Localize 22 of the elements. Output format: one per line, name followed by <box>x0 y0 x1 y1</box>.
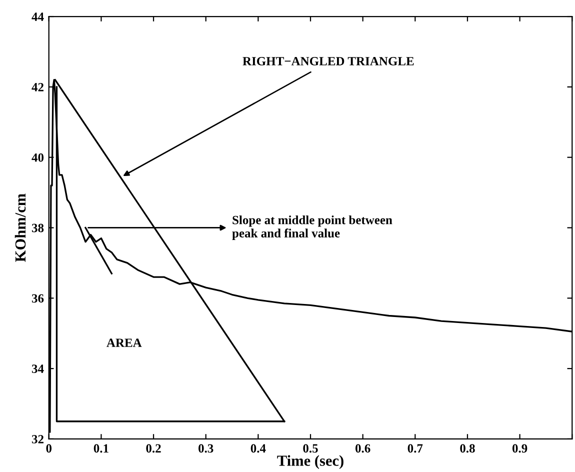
annotation: Slope at middle point between peak and final value <box>232 215 392 240</box>
y-tick-label: 40 <box>32 153 44 162</box>
y-tick-label: 42 <box>32 82 44 92</box>
x-tick-label: 0.6 <box>355 444 370 453</box>
x-tick-label: 0.7 <box>408 444 423 453</box>
y-tick-label: 44 <box>32 12 44 21</box>
y-tick-label: 34 <box>32 364 44 374</box>
y-tick-label: 32 <box>32 435 44 444</box>
x-tick-label: 0.1 <box>94 444 108 453</box>
x-tick-label: 0.5 <box>303 444 318 453</box>
x-tick-label: 0.3 <box>198 444 214 453</box>
x-tick-label: 0.4 <box>250 444 266 453</box>
x-tick-label: 0.2 <box>146 444 161 453</box>
annotation: RIGHT−ANGLED TRIANGLE <box>242 57 414 66</box>
x-tick-label: 0 <box>46 444 52 453</box>
annotation: AREA <box>106 338 142 347</box>
x-tick-label: 0.9 <box>512 444 528 453</box>
x-axis-title: Time (sec) <box>277 455 344 470</box>
x-tick-label: 0.8 <box>460 444 475 453</box>
y-tick-label: 38 <box>32 224 44 232</box>
y-axis-title: KOhm/cm <box>14 194 26 262</box>
y-tick-label: 36 <box>32 294 44 303</box>
